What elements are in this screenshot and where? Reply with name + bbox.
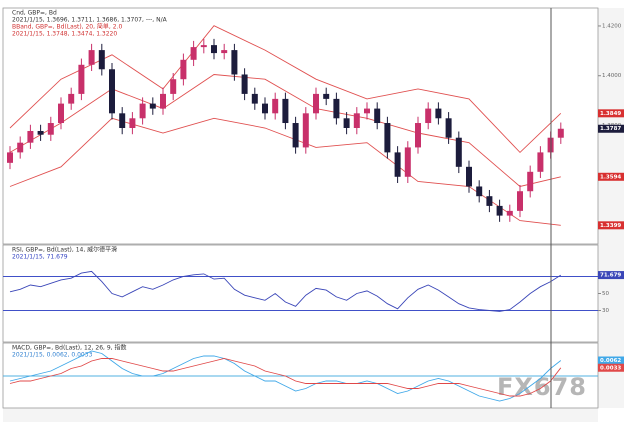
pane-header: RSI, GBP=, Bd(Last), 14, 威尔德平滑 (12, 246, 117, 254)
pane-header: 2021/1/15, 1.3696, 1.3711, 1.3686, 1.370… (12, 17, 168, 24)
candle-body (313, 93, 319, 114)
candle-body (129, 118, 136, 128)
candle-body (527, 171, 534, 192)
value-box-label: 1.3787 (600, 126, 621, 132)
candle-body (404, 147, 411, 177)
candle-body (149, 103, 156, 109)
pane-header: 2021/1/15, 0.0062, 0.0033 (12, 352, 93, 359)
candle-body (170, 79, 177, 94)
value-box-label: 0.0033 (600, 365, 621, 371)
candle-body (139, 103, 146, 119)
candle-body (180, 59, 187, 80)
candle-body (272, 98, 279, 114)
value-box (598, 124, 624, 133)
candle-body (98, 50, 105, 70)
series-line (9, 358, 562, 397)
candle-body (445, 118, 452, 138)
candle-body (109, 69, 115, 114)
candle-body (394, 152, 401, 177)
candle-body (241, 74, 248, 94)
candle-body (231, 50, 238, 75)
value-box (598, 271, 624, 280)
candle-body (200, 45, 207, 48)
value-box-label: 1.3594 (600, 174, 621, 180)
value-box (598, 221, 624, 230)
candle-body (374, 108, 381, 124)
candle-body (466, 166, 472, 187)
value-box (598, 172, 624, 181)
candle-body (47, 123, 54, 135)
candle-body (333, 98, 340, 119)
pane-header: 2021/1/15, 71.679 (12, 254, 68, 261)
pane-header: MACD, GBP=, Bd(Last), 12, 26, 9, 指数 (12, 344, 126, 352)
time-axis (3, 408, 598, 422)
y-tick-label: 30 (602, 308, 609, 314)
candle-body (190, 47, 197, 60)
y-tick-label: 50 (602, 291, 609, 297)
candle-body (384, 123, 391, 153)
candle-body (364, 108, 370, 114)
candle-body (160, 93, 166, 109)
candle-body (496, 205, 503, 216)
y-tick-label: 1.4200 (602, 23, 622, 29)
value-box-label: 1.3849 (600, 111, 621, 117)
candle-body (17, 142, 24, 153)
candle-body (68, 93, 75, 104)
value-box-label: 71.679 (600, 273, 621, 279)
candle-body (343, 118, 350, 128)
pane-header: 2021/1/15, 1.3748, 1.3474, 1.3220 (12, 31, 117, 38)
candle-body (425, 108, 432, 124)
candle-body (251, 93, 258, 104)
candle-body (506, 210, 513, 216)
candle-body (211, 45, 217, 54)
candle-body (78, 64, 85, 94)
band-middle (9, 74, 561, 187)
candle-body (262, 103, 268, 114)
candle-body (517, 191, 523, 211)
candle-body (476, 186, 483, 197)
candle-body (537, 152, 544, 172)
pane-header: BBand, GBP=, Bd(Last), 20, 简单, 2.0 (12, 23, 122, 31)
value-box (598, 356, 624, 365)
candle-body (557, 128, 564, 138)
candle-body (27, 130, 34, 143)
series-line (9, 270, 562, 312)
candle-body (88, 50, 95, 65)
candle-body (415, 123, 421, 148)
y-tick-label: 1.4000 (602, 73, 622, 79)
candle-body (7, 152, 13, 163)
value-box-label: 1.3399 (600, 223, 621, 229)
candle-body (37, 130, 44, 135)
candle-body (221, 50, 228, 54)
value-box-label: 0.0062 (600, 358, 621, 364)
candle-body (292, 123, 299, 148)
value-box (598, 363, 624, 372)
pane-header: Cnd, GBP=, Bd (12, 10, 57, 17)
candle-body (435, 108, 442, 119)
price-axis (598, 8, 624, 408)
candle-body (302, 113, 309, 148)
candle-body (119, 113, 126, 128)
candle-body (486, 196, 493, 206)
value-box (598, 109, 624, 118)
candle-body (323, 93, 330, 99)
candle-body (353, 113, 360, 128)
candle-body (58, 103, 64, 124)
candle-body (282, 98, 289, 124)
series-line (9, 350, 562, 402)
candle-body (455, 137, 462, 167)
